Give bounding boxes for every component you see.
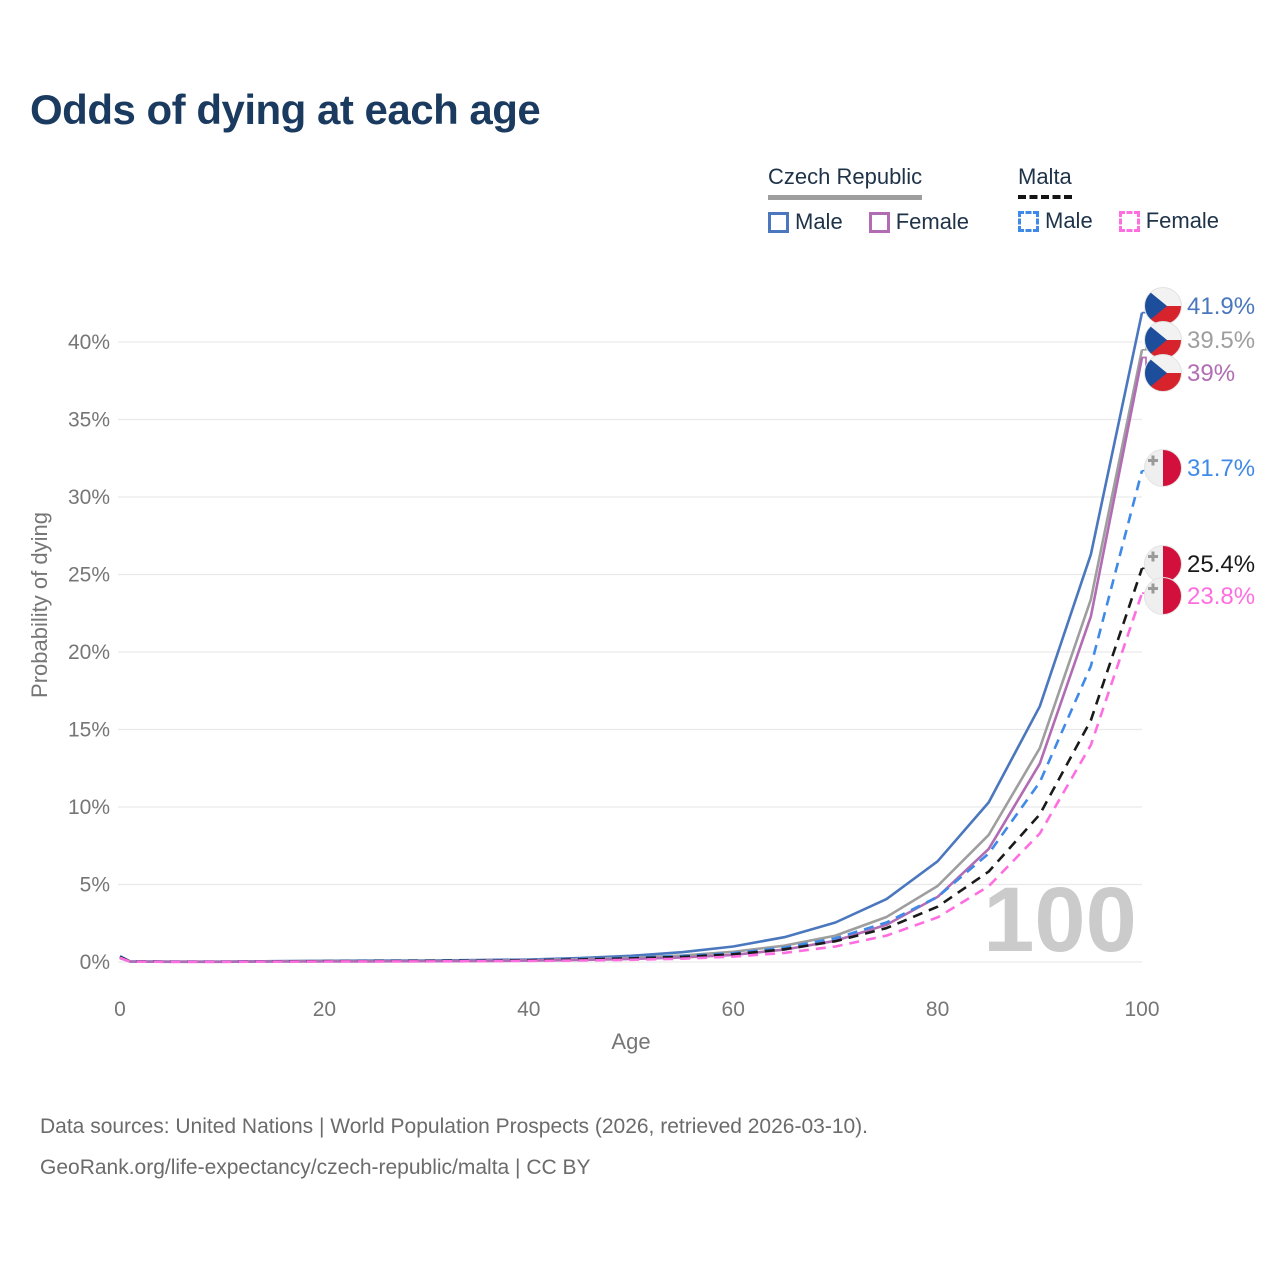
series-line-mt_female <box>119 592 1144 964</box>
end-value-label-mt_female: 23.8% <box>1187 583 1255 610</box>
x-tick-label: 40 <box>517 998 540 1021</box>
legend-item-label: Female <box>1145 208 1220 233</box>
czech-flag-icon <box>1144 287 1182 325</box>
malta-flag-icon <box>1144 577 1182 615</box>
legend-item-malta-male: Male <box>1018 208 1093 234</box>
source-url-line: GeoRank.org/life-expectancy/czech-republ… <box>40 1156 591 1179</box>
gridlines <box>118 341 1142 963</box>
y-tick-label: 25% <box>68 564 110 587</box>
x-tick-label: 60 <box>722 998 745 1021</box>
czech-flag-icon <box>1144 321 1182 359</box>
legend-item-malta-female: Female <box>1118 208 1220 234</box>
y-tick-label: 35% <box>68 409 110 432</box>
end-value-label-cz_female: 39% <box>1187 360 1235 387</box>
end-labels: 41.9% 39.5% 39% 31.7% 25.4% 23.8% <box>1142 287 1255 615</box>
legend-group-malta: Malta Male Female <box>1018 164 1219 234</box>
legend-item-label: Male <box>795 209 843 234</box>
x-tick-label: 100 <box>1124 998 1159 1021</box>
y-axis-title: Probability of dying <box>27 512 52 698</box>
legend-item-label: Male <box>1045 208 1093 233</box>
x-tick-label: 0 <box>114 998 126 1021</box>
malta-flag-icon <box>1144 449 1182 487</box>
malta-female-line-swatch-icon <box>1118 210 1140 232</box>
y-tick-label: 15% <box>68 719 110 742</box>
page-title: Odds of dying at each age <box>30 86 541 133</box>
x-tick-label: 80 <box>926 998 949 1021</box>
legend-item-czech-female: Female <box>868 209 970 235</box>
data-sources-line: Data sources: United Nations | World Pop… <box>40 1115 869 1138</box>
x-tick-label: 20 <box>313 998 336 1021</box>
czech-male-line-swatch-icon <box>768 211 789 233</box>
x-axis-title: Age <box>611 1029 650 1054</box>
end-value-label-mt_male: 31.7% <box>1187 455 1255 482</box>
age-watermark: 100 <box>983 869 1137 971</box>
end-value-label-cz_male: 41.9% <box>1187 293 1255 320</box>
legend-group-title-malta: Malta <box>1018 164 1072 199</box>
series-line-cz_male <box>119 312 1144 964</box>
y-tick-label: 40% <box>68 331 110 354</box>
attribution: Data sources: United Nations | World Pop… <box>40 1106 868 1188</box>
legend-group-czech-republic: Czech Republic Male Female <box>768 164 969 235</box>
czech-female-line-swatch-icon <box>868 211 890 233</box>
y-tick-label: 10% <box>68 796 110 819</box>
legend-item-czech-male: Male <box>768 209 843 235</box>
end-value-label-cz_both: 39.5% <box>1187 327 1255 354</box>
legend-item-label: Female <box>895 209 970 234</box>
malta-flag-icon <box>1144 545 1182 583</box>
series-lines <box>119 312 1144 964</box>
malta-male-line-swatch-icon <box>1018 210 1039 232</box>
czech-flag-icon <box>1144 354 1182 392</box>
legend-group-title-czech-republic: Czech Republic <box>768 164 923 200</box>
y-tick-label: 0% <box>80 951 110 974</box>
x-axis-tick-labels: 0 20 40 60 80 100 <box>114 998 1159 1021</box>
end-value-label-mt_both: 25.4% <box>1187 551 1255 578</box>
y-tick-label: 5% <box>80 874 110 897</box>
y-tick-label: 20% <box>68 641 110 664</box>
y-axis-tick-labels: 0% 5% 10% 15% 20% 25% 30% 35% 40% <box>68 331 110 974</box>
y-tick-label: 30% <box>68 486 110 509</box>
